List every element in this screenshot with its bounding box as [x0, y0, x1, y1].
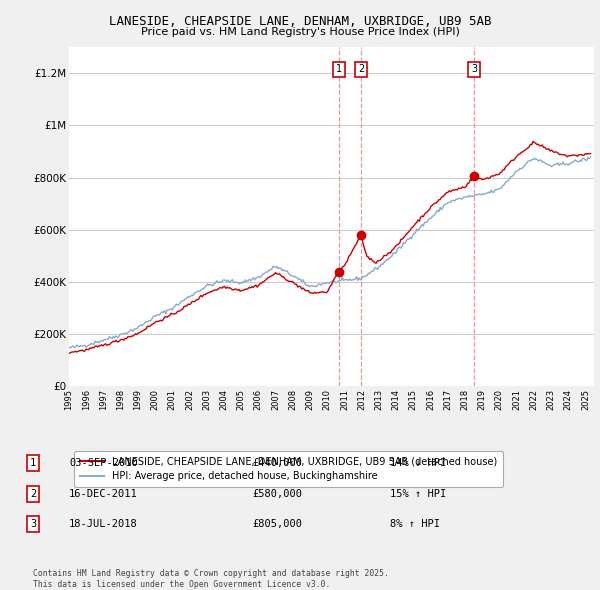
Text: 16-DEC-2011: 16-DEC-2011 [69, 489, 138, 499]
Text: LANESIDE, CHEAPSIDE LANE, DENHAM, UXBRIDGE, UB9 5AB: LANESIDE, CHEAPSIDE LANE, DENHAM, UXBRID… [109, 15, 491, 28]
Text: 14% ↓ HPI: 14% ↓ HPI [390, 458, 446, 468]
Text: 1: 1 [335, 64, 342, 74]
Text: 8% ↑ HPI: 8% ↑ HPI [390, 519, 440, 529]
Legend: LANESIDE, CHEAPSIDE LANE, DENHAM, UXBRIDGE, UB9 5AB (detached house), HPI: Avera: LANESIDE, CHEAPSIDE LANE, DENHAM, UXBRID… [74, 451, 503, 487]
Text: £440,000: £440,000 [252, 458, 302, 468]
Text: 18-JUL-2018: 18-JUL-2018 [69, 519, 138, 529]
Text: Price paid vs. HM Land Registry's House Price Index (HPI): Price paid vs. HM Land Registry's House … [140, 27, 460, 37]
Text: £805,000: £805,000 [252, 519, 302, 529]
Text: 2: 2 [30, 489, 36, 499]
Text: 3: 3 [30, 519, 36, 529]
Text: 1: 1 [30, 458, 36, 468]
Text: Contains HM Land Registry data © Crown copyright and database right 2025.
This d: Contains HM Land Registry data © Crown c… [33, 569, 389, 589]
Text: 03-SEP-2010: 03-SEP-2010 [69, 458, 138, 468]
Text: 15% ↑ HPI: 15% ↑ HPI [390, 489, 446, 499]
Text: 2: 2 [358, 64, 364, 74]
Text: 3: 3 [471, 64, 477, 74]
Text: £580,000: £580,000 [252, 489, 302, 499]
